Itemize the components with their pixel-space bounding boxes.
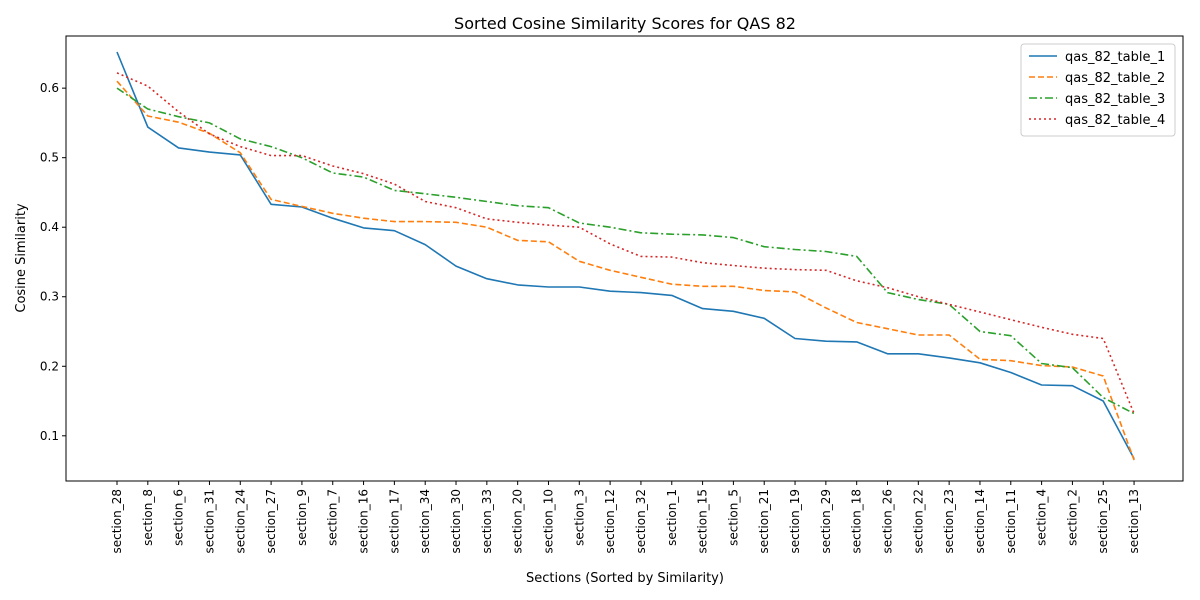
x-tick-label: section_4 <box>1035 489 1049 546</box>
y-tick-label: 0.6 <box>40 81 59 95</box>
series-line-qas_82_table_2 <box>116 80 1135 461</box>
legend-label-qas_82_table_3: qas_82_table_3 <box>1065 92 1165 107</box>
y-axis: 0.1 0.2 0.3 0.4 0.5 0.6 <box>40 81 66 443</box>
x-tick-label: section_30 <box>449 489 463 554</box>
x-tick-label: section_18 <box>850 489 864 554</box>
y-tick-label: 0.4 <box>40 220 59 234</box>
x-tick-label: section_34 <box>418 489 432 554</box>
legend-label-qas_82_table_2: qas_82_table_2 <box>1065 71 1165 86</box>
x-tick-label: section_8 <box>141 489 155 546</box>
x-tick-label: section_17 <box>387 489 401 554</box>
x-tick-label: section_22 <box>911 489 925 554</box>
x-axis-title: Sections (Sorted by Similarity) <box>526 571 724 586</box>
x-axis: section_28 section_8 section_6 section_31 se… <box>110 481 1141 554</box>
x-tick-label: section_21 <box>757 489 771 554</box>
x-tick-label: section_13 <box>1127 489 1141 554</box>
x-tick-label: section_3 <box>572 489 586 546</box>
x-tick-label: section_23 <box>942 489 956 554</box>
x-tick-label: section_33 <box>480 489 494 554</box>
legend-label-qas_82_table_4: qas_82_table_4 <box>1065 113 1165 128</box>
y-tick-label: 0.1 <box>40 429 59 443</box>
x-tick-label: section_2 <box>1065 489 1079 546</box>
x-tick-label: section_26 <box>881 489 895 554</box>
series-layer <box>116 51 1135 461</box>
x-tick-label: section_25 <box>1096 489 1110 554</box>
x-tick-label: section_10 <box>541 489 555 554</box>
x-tick-label: section_31 <box>202 489 216 554</box>
series-line-qas_82_table_4 <box>116 72 1135 414</box>
y-tick-label: 0.5 <box>40 151 59 165</box>
x-tick-label: section_6 <box>172 489 186 546</box>
legend-label-qas_82_table_1: qas_82_table_1 <box>1065 50 1165 65</box>
x-tick-label: section_15 <box>696 489 710 554</box>
y-tick-label: 0.2 <box>40 359 59 373</box>
x-tick-label: section_5 <box>726 489 740 546</box>
series-line-qas_82_table_3 <box>116 87 1135 415</box>
x-tick-label: section_20 <box>511 489 525 554</box>
x-tick-label: section_24 <box>233 489 247 554</box>
x-tick-label: section_29 <box>819 489 833 554</box>
x-tick-label: section_12 <box>603 489 617 554</box>
legend-box <box>1020 43 1176 137</box>
y-axis-title: Cosine Similarity <box>14 203 29 313</box>
x-tick-label: section_28 <box>110 489 124 554</box>
series-line-qas_82_table_1 <box>116 51 1135 460</box>
plot-area <box>65 35 1184 482</box>
x-tick-label: section_32 <box>634 489 648 554</box>
chart-title: Sorted Cosine Similarity Scores for QAS … <box>454 14 796 33</box>
x-tick-label: section_7 <box>326 489 340 546</box>
legend: qas_82_table_1 qas_82_table_2 qas_82_table… <box>1020 43 1176 137</box>
x-tick-label: section_1 <box>665 489 679 546</box>
x-tick-label: section_9 <box>295 489 309 546</box>
y-tick-label: 0.3 <box>40 290 59 304</box>
x-tick-label: section_19 <box>788 489 802 554</box>
x-tick-label: section_27 <box>264 489 278 554</box>
x-tick-label: section_11 <box>1004 489 1018 554</box>
x-tick-label: section_14 <box>973 489 987 554</box>
x-tick-label: section_16 <box>357 489 371 554</box>
